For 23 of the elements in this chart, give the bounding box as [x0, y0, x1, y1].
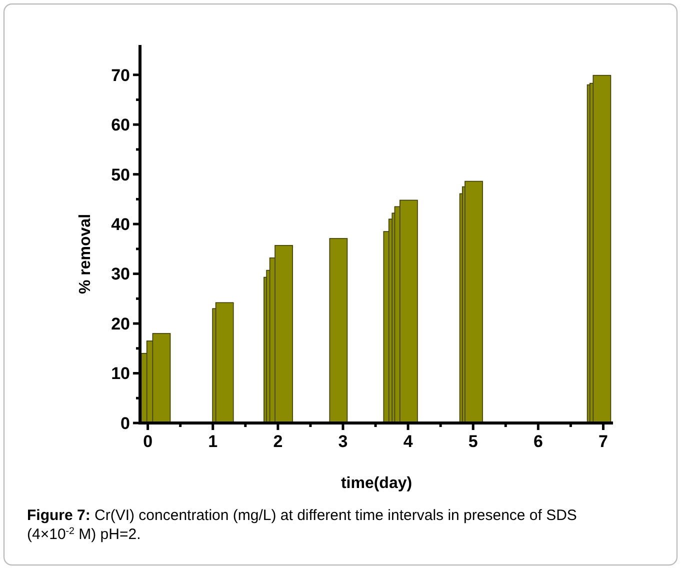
x-tick-label: 6	[533, 432, 543, 451]
x-axis-title: time(day)	[340, 475, 412, 492]
y-tick-label: 20	[111, 314, 130, 334]
x-tick-label: 5	[468, 432, 478, 451]
x-tick-label: 2	[273, 432, 283, 451]
y-tick-label: 10	[111, 364, 130, 384]
x-tick-label: 1	[208, 432, 218, 451]
y-tick-label: 30	[111, 264, 130, 284]
y-axis-title: % removal	[77, 214, 94, 294]
x-tick-label: 4	[403, 432, 414, 451]
text: Figure 7: Cr(VI) concentration (mg/L) at different time intervals in presence of SDS (4×10$^{-2}$ M) pH=2.	[27, 507, 577, 543]
bar	[329, 238, 348, 424]
y-tick-label: 0	[120, 414, 130, 433]
y-tick-label: 40	[111, 215, 130, 234]
x-tick-label: 7	[598, 432, 608, 451]
bar	[592, 74, 612, 424]
x-tick-label: 3	[338, 432, 348, 451]
y-tick-label: 70	[111, 66, 130, 85]
bar	[215, 302, 234, 424]
x-tick-label: 0	[143, 432, 153, 451]
y-tick-label: 60	[111, 116, 130, 135]
y-tick-label: 50	[111, 165, 130, 184]
bar	[464, 180, 483, 424]
